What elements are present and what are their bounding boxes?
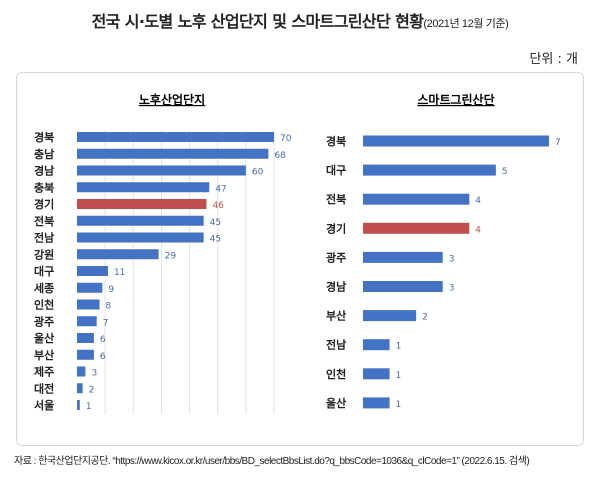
category-label: 부산 [34, 348, 54, 362]
category-label: 전남 [326, 338, 346, 352]
category-label: 전북 [34, 214, 54, 228]
chart-2-title: 스마트그린산단 [417, 92, 494, 107]
value-label: 46 [212, 201, 224, 211]
value-label: 2 [89, 385, 95, 395]
bar-전북 [363, 193, 470, 205]
bar-전북 [77, 215, 204, 226]
value-label: 4 [475, 225, 481, 235]
category-label: 대구 [326, 163, 346, 177]
bar-세종 [77, 282, 103, 293]
category-label: 충북 [34, 180, 54, 194]
bar-서울 [77, 400, 80, 410]
value-label: 1 [396, 342, 402, 352]
category-label: 경남 [34, 164, 54, 178]
value-label: 47 [215, 184, 226, 194]
bar-전남 [363, 339, 390, 351]
value-label: 29 [165, 251, 177, 261]
category-label: 경기 [34, 197, 54, 211]
category-label: 인천 [34, 298, 54, 312]
bar-부산 [77, 349, 94, 360]
chart-1-title: 노후산업단지 [139, 92, 205, 107]
bar-인천 [77, 299, 100, 310]
bar-충북 [77, 182, 210, 193]
value-label: 6 [100, 352, 106, 362]
bar-경기 [363, 222, 470, 234]
value-label: 45 [210, 235, 221, 245]
unit-label: 단위 : 개 [529, 52, 578, 67]
chart-title: 전국 시·도별 노후 산업단지 및 스마트그린산단 현황(2021년 12월 기… [0, 8, 600, 32]
bar-울산 [77, 333, 94, 343]
category-label: 경북 [326, 134, 346, 148]
value-label: 7 [103, 318, 109, 328]
category-label: 광주 [326, 251, 346, 264]
bar-대구 [77, 266, 108, 276]
value-label: 6 [100, 335, 106, 345]
bar-대전 [77, 383, 83, 394]
title-main: 전국 시·도별 노후 산업단지 및 스마트그린산단 현황 [91, 12, 424, 31]
value-label: 5 [502, 167, 508, 177]
category-label: 경기 [326, 221, 346, 235]
bar-광주 [363, 251, 443, 263]
value-label: 3 [449, 284, 455, 294]
bar-전남 [77, 232, 204, 243]
category-label: 대전 [34, 381, 54, 395]
value-label: 1 [396, 371, 402, 381]
category-label: 경남 [326, 280, 346, 294]
category-label: 충남 [34, 147, 54, 161]
category-label: 경북 [34, 130, 54, 144]
value-label: 70 [280, 134, 292, 144]
value-label: 7 [555, 138, 561, 148]
bar-경남 [77, 165, 246, 176]
category-label: 서울 [34, 398, 54, 412]
category-label: 부산 [326, 309, 346, 323]
value-label: 1 [86, 402, 92, 412]
title-sub: (2021년 12월 기준) [423, 18, 509, 30]
category-label: 대구 [34, 264, 54, 278]
value-label: 45 [210, 218, 221, 228]
bar-경북 [77, 132, 274, 142]
category-label: 광주 [34, 315, 54, 328]
chart-frame [16, 72, 584, 446]
value-label: 11 [114, 268, 125, 278]
category-label: 전북 [326, 192, 346, 206]
category-label: 전남 [34, 231, 54, 245]
bar-제주 [77, 366, 86, 377]
value-label: 2 [422, 313, 428, 323]
bar-광주 [77, 316, 97, 327]
value-label: 68 [274, 151, 286, 161]
bar-울산 [363, 397, 390, 409]
source-note: 자료 : 한국산업단지공단. “https://www.kicox.or.kr/… [14, 456, 530, 467]
value-label: 9 [108, 285, 114, 295]
category-label: 인천 [326, 367, 346, 381]
value-label: 3 [449, 254, 455, 264]
value-label: 1 [396, 400, 402, 410]
bar-인천 [363, 368, 390, 380]
bar-경북 [363, 135, 549, 147]
category-label: 울산 [326, 396, 346, 410]
bar-부산 [363, 310, 417, 322]
category-label: 제주 [34, 365, 54, 379]
bar-경남 [363, 281, 443, 292]
category-label: 세종 [34, 281, 54, 295]
bar-강원 [77, 249, 159, 260]
category-label: 울산 [34, 331, 54, 345]
value-label: 8 [106, 302, 112, 312]
bar-충남 [77, 148, 269, 159]
value-label: 4 [475, 196, 481, 206]
bar-대구 [363, 164, 496, 176]
category-label: 강원 [34, 247, 54, 261]
value-label: 3 [91, 369, 97, 379]
bar-경기 [77, 199, 207, 209]
value-label: 60 [252, 168, 264, 178]
